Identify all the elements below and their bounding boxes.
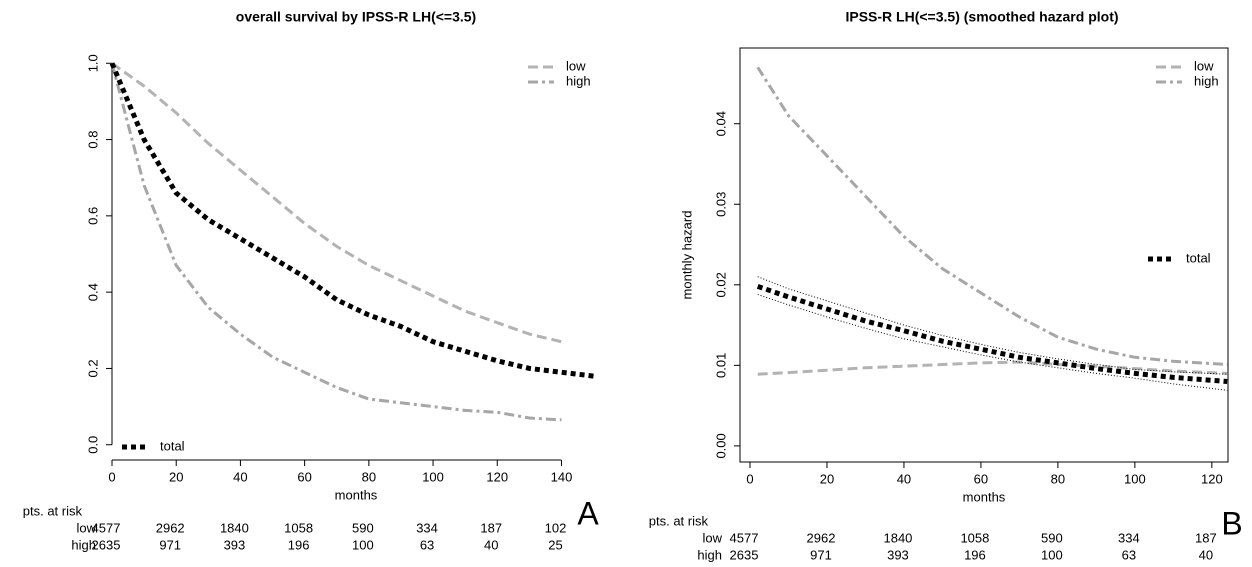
y-tick-label: 0.8 (85, 131, 100, 149)
risk-row-label: low (702, 530, 722, 545)
risk-count: 40 (484, 537, 498, 552)
y-tick-label: 0.2 (85, 359, 100, 377)
y-tick-label: 0.04 (713, 111, 728, 136)
y-tick-label: 0.03 (713, 192, 728, 217)
risk-count: 4577 (92, 520, 121, 535)
x-tick-label: 0 (746, 471, 753, 486)
risk-row-label: high (697, 547, 722, 562)
risk-count: 40 (1199, 547, 1213, 562)
risk-count: 25 (548, 537, 562, 552)
risk-table-title: pts. at risk (23, 503, 83, 518)
risk-count: 100 (1041, 547, 1063, 562)
y-tick-label: 0.02 (713, 272, 728, 297)
risk-count: 1840 (883, 530, 912, 545)
legend-label: high (1194, 73, 1219, 88)
chart-title: overall survival by IPSS-R LH(<=3.5) (236, 9, 476, 25)
panel-letter: A (577, 495, 599, 531)
risk-count: 1058 (960, 530, 989, 545)
risk-count: 393 (887, 547, 909, 562)
series-line (757, 294, 1228, 391)
y-tick-label: 0.6 (85, 207, 100, 225)
y-tick-label: 0.00 (713, 433, 728, 458)
risk-count: 102 (545, 520, 567, 535)
risk-count: 590 (1041, 530, 1063, 545)
series-line (756, 284, 1228, 384)
risk-count: 334 (1118, 530, 1140, 545)
legend-label: high (566, 73, 591, 88)
risk-count: 971 (159, 537, 181, 552)
x-axis-label: months (963, 489, 1006, 504)
risk-count: 196 (288, 537, 310, 552)
risk-count: 4577 (730, 530, 759, 545)
legend-label: total (160, 438, 185, 453)
risk-count: 2635 (92, 537, 121, 552)
legend-label: low (1194, 58, 1214, 73)
risk-count: 100 (352, 537, 374, 552)
x-tick-label: 120 (1201, 471, 1223, 486)
risk-count: 187 (1195, 530, 1217, 545)
y-tick-label: 1.0 (85, 54, 100, 72)
series-line (756, 66, 1228, 366)
risk-count: 1840 (220, 520, 249, 535)
risk-count: 334 (416, 520, 438, 535)
x-tick-label: 100 (422, 469, 444, 484)
legend-label: total (1186, 250, 1211, 265)
risk-count: 63 (420, 537, 434, 552)
series-line (757, 360, 1228, 376)
y-axis-label: monthly hazard (679, 211, 694, 300)
risk-row-label: low (76, 520, 96, 535)
x-axis-label: months (335, 487, 378, 502)
risk-count: 2962 (156, 520, 185, 535)
y-tick-label: 0.4 (85, 283, 100, 301)
x-tick-label: 60 (297, 469, 311, 484)
risk-count: 1058 (284, 520, 313, 535)
series-line (109, 62, 594, 379)
x-tick-label: 20 (169, 469, 183, 484)
x-tick-label: 120 (486, 469, 508, 484)
series-line (111, 62, 562, 344)
x-tick-label: 40 (897, 471, 911, 486)
series-line (110, 62, 562, 422)
x-tick-label: 80 (1051, 471, 1065, 486)
y-tick-label: 0.0 (85, 436, 100, 454)
risk-count: 196 (964, 547, 986, 562)
chart-title: IPSS-R LH(<=3.5) (smoothed hazard plot) (845, 9, 1118, 25)
risk-count: 63 (1122, 547, 1136, 562)
risk-count: 393 (224, 537, 246, 552)
risk-row-label: high (71, 537, 96, 552)
x-tick-label: 80 (362, 469, 376, 484)
risk-count: 971 (810, 547, 832, 562)
x-tick-label: 40 (233, 469, 247, 484)
risk-table-title: pts. at risk (649, 513, 709, 528)
legend-label: low (566, 58, 586, 73)
y-tick-label: 0.01 (713, 353, 728, 378)
x-tick-label: 0 (108, 469, 115, 484)
x-tick-label: 140 (551, 469, 573, 484)
x-tick-label: 60 (974, 471, 988, 486)
risk-count: 590 (352, 520, 374, 535)
panel-letter: B (1221, 505, 1242, 541)
x-tick-label: 100 (1124, 471, 1146, 486)
x-tick-label: 20 (820, 471, 834, 486)
risk-count: 2962 (807, 530, 836, 545)
plot-frame (739, 47, 1229, 463)
risk-count: 2635 (730, 547, 759, 562)
risk-count: 187 (480, 520, 502, 535)
